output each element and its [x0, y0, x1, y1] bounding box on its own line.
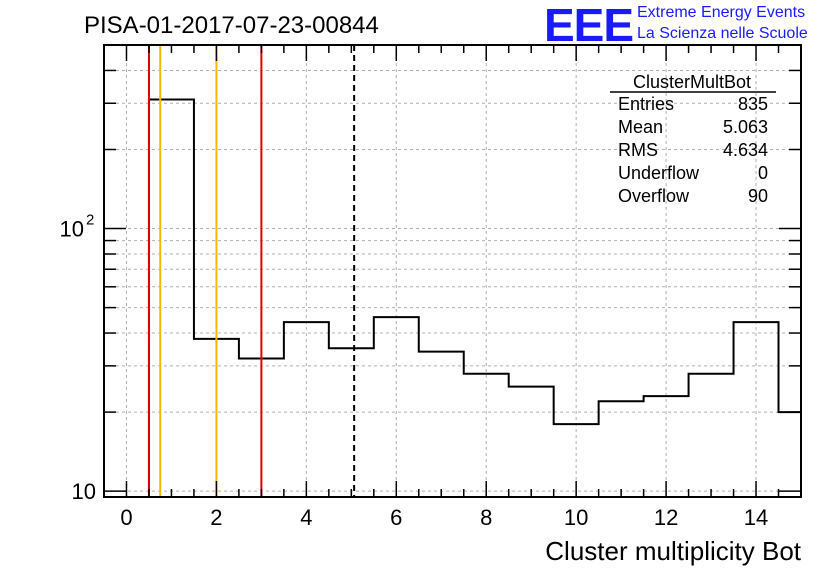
stats-row-label: Mean	[618, 117, 663, 137]
x-tick-label: 10	[564, 505, 588, 530]
x-tick-label: 0	[120, 505, 132, 530]
plot-frame	[103, 44, 802, 498]
histogram-bin	[329, 348, 374, 497]
stats-row-value: 835	[738, 94, 768, 114]
grid-lines	[104, 45, 801, 497]
histogram-bin	[509, 387, 554, 497]
histogram-bin	[284, 322, 329, 497]
stats-row-label: RMS	[618, 140, 658, 160]
stats-row-value: 90	[748, 186, 768, 206]
x-tick-label: 6	[390, 505, 402, 530]
stats-box: ClusterMultBot Entries 835 Mean 5.063 RMS 4.6…	[610, 72, 776, 206]
stats-row-label: Entries	[618, 94, 674, 114]
histogram-bin	[374, 317, 419, 497]
stats-row-label: Underflow	[618, 163, 700, 183]
logo-subtitle-2: La Scienza nelle Scuole	[637, 25, 808, 42]
plot-border	[103, 44, 802, 498]
x-axis-label: Cluster multiplicity Bot	[545, 536, 802, 566]
cut-lines	[147, 45, 356, 497]
stats-row-value: 5.063	[723, 117, 768, 137]
histogram-bin	[779, 412, 801, 497]
histogram-bin	[599, 401, 644, 497]
axis-ticks	[104, 45, 802, 497]
x-tick-label: 2	[210, 505, 222, 530]
stats-row-label: Overflow	[618, 186, 690, 206]
x-tick-label: 14	[744, 505, 768, 530]
logo-subtitle-1: Extreme Energy Events	[637, 4, 806, 21]
run-title: PISA-01-2017-07-23-00844	[84, 12, 379, 39]
stats-row-value: 4.634	[723, 140, 768, 160]
y-tick-label-exponent: 2	[86, 212, 94, 229]
stats-title: ClusterMultBot	[633, 72, 751, 92]
x-tick-label: 8	[480, 505, 492, 530]
histogram-bin	[149, 100, 194, 497]
histogram-series	[104, 98, 801, 498]
histogram-bin	[464, 374, 509, 497]
histogram-bin	[734, 322, 779, 497]
histogram-bin	[419, 352, 464, 497]
eee-logo: EEE	[544, 0, 634, 51]
y-tick-label: 10	[72, 479, 96, 504]
y-tick-label: 10	[60, 217, 84, 242]
histogram-bin	[689, 374, 734, 497]
histogram-outline	[104, 98, 801, 498]
x-tick-label: 12	[654, 505, 678, 530]
stats-row-value: 0	[758, 163, 768, 183]
x-tick-label: 4	[300, 505, 312, 530]
